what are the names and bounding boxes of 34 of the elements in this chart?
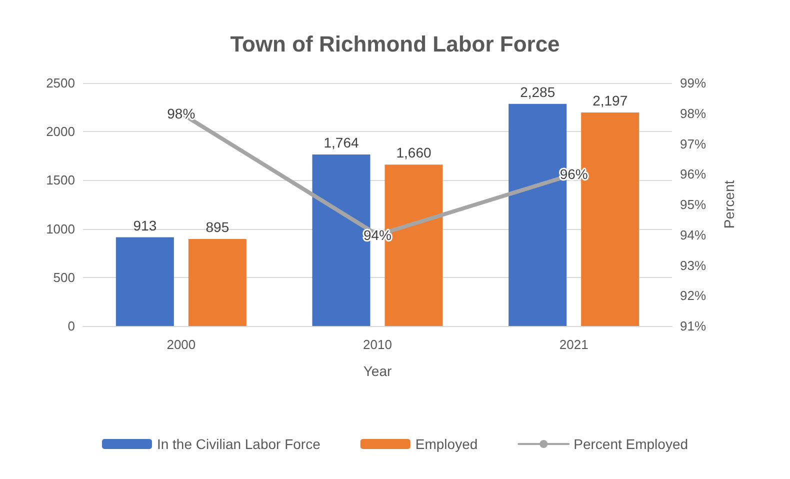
y-tick-label: 2500 — [46, 76, 75, 90]
x-axis-title: Year — [363, 363, 392, 379]
bar — [188, 239, 246, 326]
bar — [116, 237, 174, 326]
y-tick-label: 1500 — [46, 172, 75, 188]
legend-label: Percent Employed — [574, 436, 688, 452]
y2-tick-label: 93% — [680, 258, 706, 273]
data-label: 2,197 — [592, 92, 628, 108]
x-tick-label: 2000 — [166, 337, 196, 352]
y2-tick-label: 94% — [680, 227, 706, 242]
data-label: 94% — [363, 226, 392, 243]
data-label: 1,660 — [396, 144, 432, 161]
y2-tick-label: 98% — [680, 106, 706, 121]
data-label: 2,285 — [520, 84, 556, 100]
y-tick-label: 2000 — [46, 124, 75, 140]
y-tick-label: 500 — [53, 270, 75, 285]
y2-tick-label: 91% — [680, 318, 706, 334]
x-tick-label: 2021 — [559, 337, 588, 352]
y-tick-label: 1000 — [46, 221, 75, 236]
chart-title: Town of Richmond Labor Force — [230, 32, 560, 56]
data-label: 913 — [133, 217, 157, 234]
y2-tick-label: 99% — [680, 76, 706, 90]
data-label: 98% — [167, 105, 196, 122]
y2-tick-label: 92% — [680, 288, 706, 304]
y2-tick-label: 96% — [680, 166, 706, 182]
y-tick-label: 0 — [68, 318, 75, 334]
legend-label: In the Civilian Labor Force — [156, 436, 321, 452]
data-label: 895 — [206, 219, 230, 236]
data-label: 1,764 — [324, 134, 359, 151]
y2-tick-label: 95% — [680, 197, 706, 212]
x-tick-label: 2010 — [363, 337, 392, 352]
y2-tick-label: 97% — [680, 136, 706, 152]
y2-axis-title: Percent — [721, 180, 737, 229]
legend-label: Employed — [415, 436, 478, 452]
